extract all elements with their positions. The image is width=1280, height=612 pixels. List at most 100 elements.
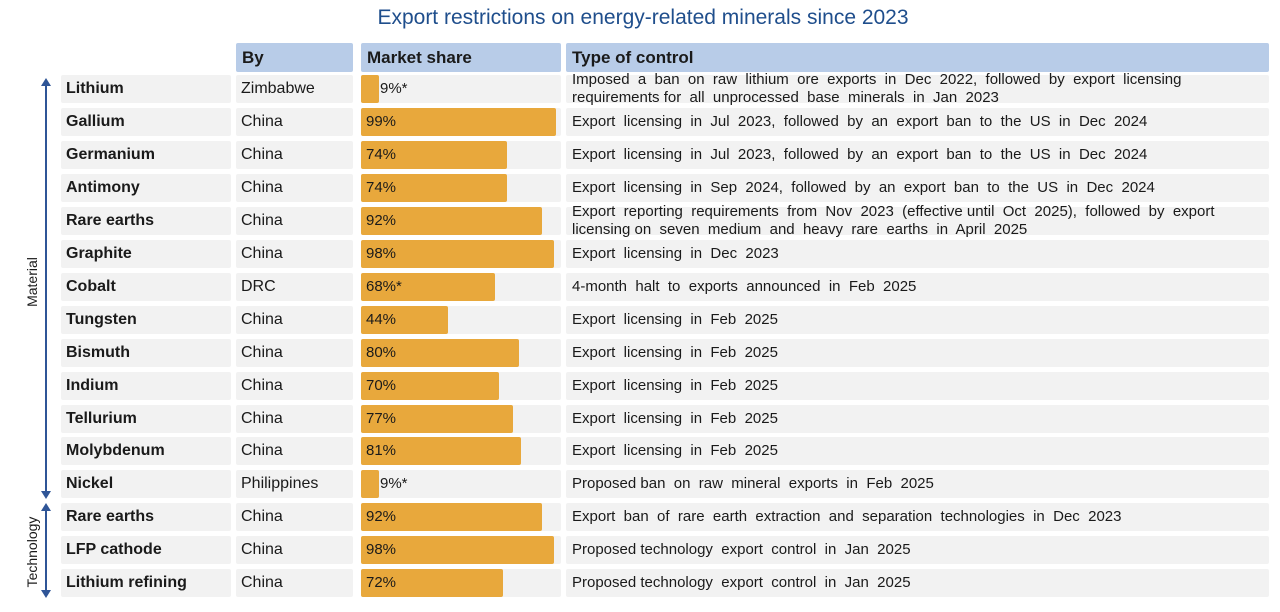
restricting-country: Zimbabwe [236, 75, 353, 103]
mineral-name: Graphite [61, 240, 231, 268]
group-label-material: Material [24, 257, 40, 307]
restricting-country: Philippines [236, 470, 353, 498]
mineral-name: Tellurium [61, 405, 231, 433]
control-description: Export ban of rare earth extraction and … [566, 503, 1269, 531]
restricting-country: China [236, 108, 353, 136]
technology-arrow-down-icon [41, 590, 51, 598]
restricting-country: China [236, 405, 353, 433]
control-description: Export licensing in Feb 2025 [566, 339, 1269, 367]
restricting-country: China [236, 339, 353, 367]
market-share-bar [361, 207, 542, 235]
market-share-label: 9%* [380, 475, 408, 492]
control-description: Proposed technology export control in Ja… [566, 569, 1269, 597]
market-share-cell: 74% [361, 141, 561, 169]
market-share-cell: 81% [361, 437, 561, 465]
header-type-of-control: Type of control [566, 43, 1269, 72]
control-description: 4-month halt to exports announced in Feb… [566, 273, 1269, 301]
market-share-cell: 99% [361, 108, 561, 136]
restricting-country: China [236, 503, 353, 531]
market-share-cell: 72% [361, 569, 561, 597]
mineral-name: Indium [61, 372, 231, 400]
control-description: Export licensing in Jul 2023, followed b… [566, 108, 1269, 136]
header-market-share: Market share [361, 43, 561, 72]
mineral-name: Rare earths [61, 207, 231, 235]
material-arrow-up-icon [41, 78, 51, 86]
market-share-cell: 77% [361, 405, 561, 433]
restricting-country: China [236, 569, 353, 597]
market-share-cell: 98% [361, 240, 561, 268]
chart-title: Export restrictions on energy-related mi… [377, 6, 909, 29]
market-share-cell: 9%* [361, 75, 561, 103]
control-description: Export licensing in Feb 2025 [566, 405, 1269, 433]
control-description: Imposed a ban on raw lithium ore exports… [566, 71, 1269, 106]
control-description: Export licensing in Jul 2023, followed b… [566, 141, 1269, 169]
market-share-cell: 68%* [361, 273, 561, 301]
mineral-name: Rare earths [61, 503, 231, 531]
mineral-name: Lithium refining [61, 569, 231, 597]
market-share-cell: 70% [361, 372, 561, 400]
market-share-label: 70% [366, 377, 397, 394]
restricting-country: China [236, 437, 353, 465]
market-share-bar [361, 339, 519, 367]
material-axis-line [45, 84, 47, 492]
restricting-country: China [236, 372, 353, 400]
control-description: Proposed technology export control in Ja… [566, 536, 1269, 564]
market-share-bar [361, 536, 554, 564]
restricting-country: China [236, 240, 353, 268]
market-share-cell: 44% [361, 306, 561, 334]
mineral-name: Tungsten [61, 306, 231, 334]
market-share-bar [361, 75, 379, 103]
technology-axis-line [45, 509, 47, 591]
market-share-label: 77% [366, 410, 397, 427]
control-description: Export licensing in Dec 2023 [566, 240, 1269, 268]
control-description: Export licensing in Sep 2024, followed b… [566, 174, 1269, 202]
market-share-label: 80% [366, 344, 397, 361]
mineral-name: Bismuth [61, 339, 231, 367]
restricting-country: China [236, 306, 353, 334]
control-description: Export licensing in Feb 2025 [566, 306, 1269, 334]
market-share-bar [361, 273, 495, 301]
mineral-name: Antimony [61, 174, 231, 202]
market-share-label: 98% [366, 541, 397, 558]
market-share-cell: 74% [361, 174, 561, 202]
market-share-bar [361, 306, 448, 334]
material-arrow-down-icon [41, 491, 51, 499]
control-description: Proposed ban on raw mineral exports in F… [566, 470, 1269, 498]
market-share-label: 74% [366, 179, 397, 196]
header-by: By [236, 43, 353, 72]
mineral-name: Germanium [61, 141, 231, 169]
mineral-name: Molybdenum [61, 437, 231, 465]
market-share-bar [361, 503, 542, 531]
market-share-label: 72% [366, 574, 397, 591]
market-share-bar [361, 470, 379, 498]
restricting-country: China [236, 536, 353, 564]
technology-arrow-up-icon [41, 503, 51, 511]
market-share-cell: 9%* [361, 470, 561, 498]
restricting-country: China [236, 141, 353, 169]
market-share-bar [361, 174, 507, 202]
market-share-bar [361, 240, 554, 268]
market-share-label: 98% [366, 245, 397, 262]
mineral-name: Nickel [61, 470, 231, 498]
market-share-label: 68%* [366, 278, 402, 295]
restricting-country: China [236, 174, 353, 202]
mineral-name: Cobalt [61, 273, 231, 301]
market-share-label: 81% [366, 442, 397, 459]
market-share-label: 92% [366, 212, 397, 229]
control-description: Export licensing in Feb 2025 [566, 437, 1269, 465]
control-description: Export reporting requirements from Nov 2… [566, 203, 1269, 238]
market-share-cell: 98% [361, 536, 561, 564]
market-share-bar [361, 569, 503, 597]
group-label-technology: Technology [24, 516, 40, 588]
mineral-name: Lithium [61, 75, 231, 103]
market-share-label: 9%* [380, 80, 408, 97]
market-share-label: 92% [366, 508, 397, 525]
market-share-bar [361, 437, 521, 465]
market-share-bar [361, 108, 556, 136]
market-share-cell: 92% [361, 503, 561, 531]
market-share-label: 44% [366, 311, 397, 328]
restricting-country: China [236, 207, 353, 235]
market-share-bar [361, 405, 513, 433]
market-share-cell: 92% [361, 207, 561, 235]
market-share-label: 99% [366, 113, 397, 130]
